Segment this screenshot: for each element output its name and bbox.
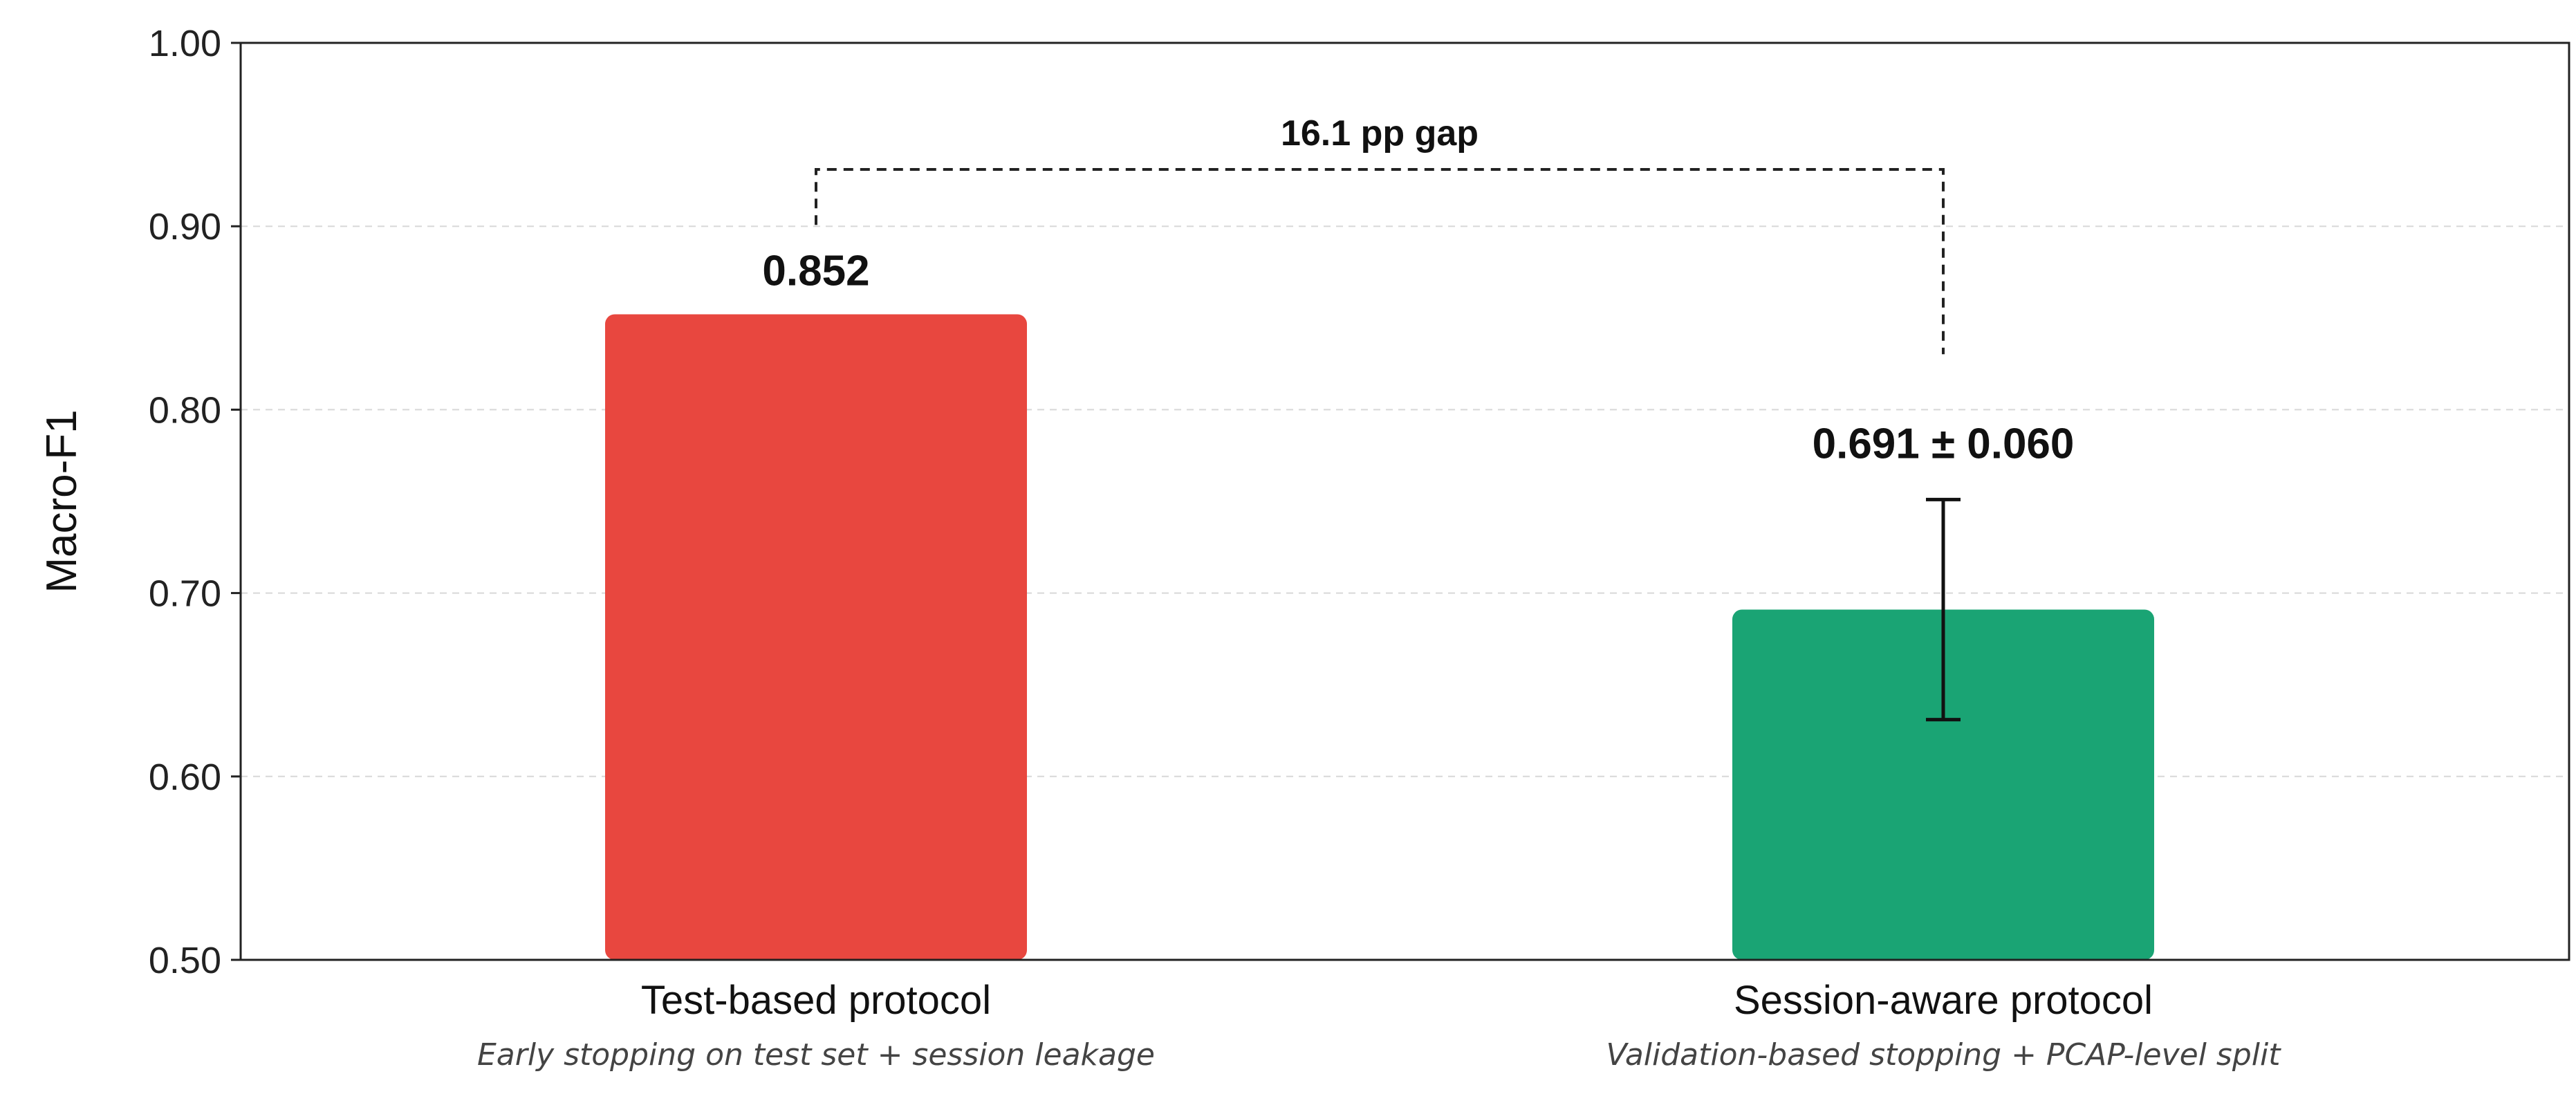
y-tick-label: 0.90: [149, 206, 221, 248]
x-category-label: Test-based protocol: [641, 978, 991, 1023]
grid-lines: [241, 225, 2569, 777]
x-category-subtitle: Validation-based stopping + PCAP-level s…: [1606, 1037, 2282, 1073]
y-axis-ticks: 0.50 0.60 0.70 0.80 0.90 1.00: [149, 23, 241, 981]
data-label: 0.852: [762, 247, 869, 295]
y-axis-label: Macro-F1: [38, 409, 86, 593]
x-category-label: Session-aware protocol: [1734, 978, 2153, 1023]
y-tick-label: 0.50: [149, 940, 221, 981]
y-tick-label: 0.70: [149, 573, 221, 615]
x-axis-labels: Test-based protocol Early stopping on tes…: [477, 978, 2281, 1073]
plot-frame: [239, 41, 2570, 961]
gap-annotation: 16.1 pp gap: [815, 113, 1945, 355]
bars: 0.852 0.691 ± 0.060: [605, 247, 2154, 961]
y-tick-label: 0.60: [149, 757, 221, 798]
y-tick-label: 1.00: [149, 23, 221, 64]
data-label: 0.691 ± 0.060: [1813, 420, 2075, 467]
y-tick-label: 0.80: [149, 389, 221, 431]
gap-label: 16.1 pp gap: [1281, 113, 1479, 154]
bar: [1732, 609, 2154, 960]
bar: [605, 314, 1027, 961]
gap-bracket-line: [815, 168, 1945, 355]
x-category-subtitle: Early stopping on test set + session lea…: [477, 1037, 1155, 1073]
